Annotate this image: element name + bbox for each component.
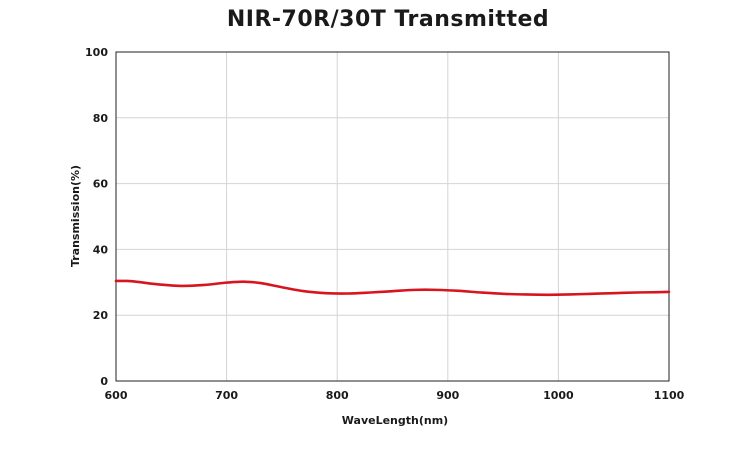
chart-title: NIR-70R/30T Transmitted — [227, 7, 549, 32]
x-axis-ticks: 600 700 800 900 1000 1100 — [105, 389, 685, 402]
y-tick-label: 40 — [93, 243, 109, 256]
x-axis-label: WaveLength(nm) — [342, 414, 448, 427]
plot-area-frame — [115, 51, 670, 382]
y-tick-label: 20 — [93, 309, 109, 322]
x-tick-label: 700 — [215, 389, 238, 402]
x-tick-label: 800 — [326, 389, 349, 402]
y-axis-label: Transmission(%) — [69, 165, 82, 267]
x-tick-label: 900 — [436, 389, 459, 402]
transmission-line — [114, 279, 671, 297]
y-tick-label: 100 — [85, 46, 108, 59]
x-tick-label: 1000 — [543, 389, 574, 402]
y-tick-label: 60 — [93, 178, 109, 191]
y-tick-label: 80 — [93, 112, 109, 125]
x-tick-label: 1100 — [654, 389, 685, 402]
y-tick-label: 0 — [100, 375, 108, 388]
x-tick-label: 600 — [105, 389, 128, 402]
y-axis-ticks: 0 20 40 60 80 100 — [85, 46, 108, 388]
grid — [116, 52, 669, 381]
